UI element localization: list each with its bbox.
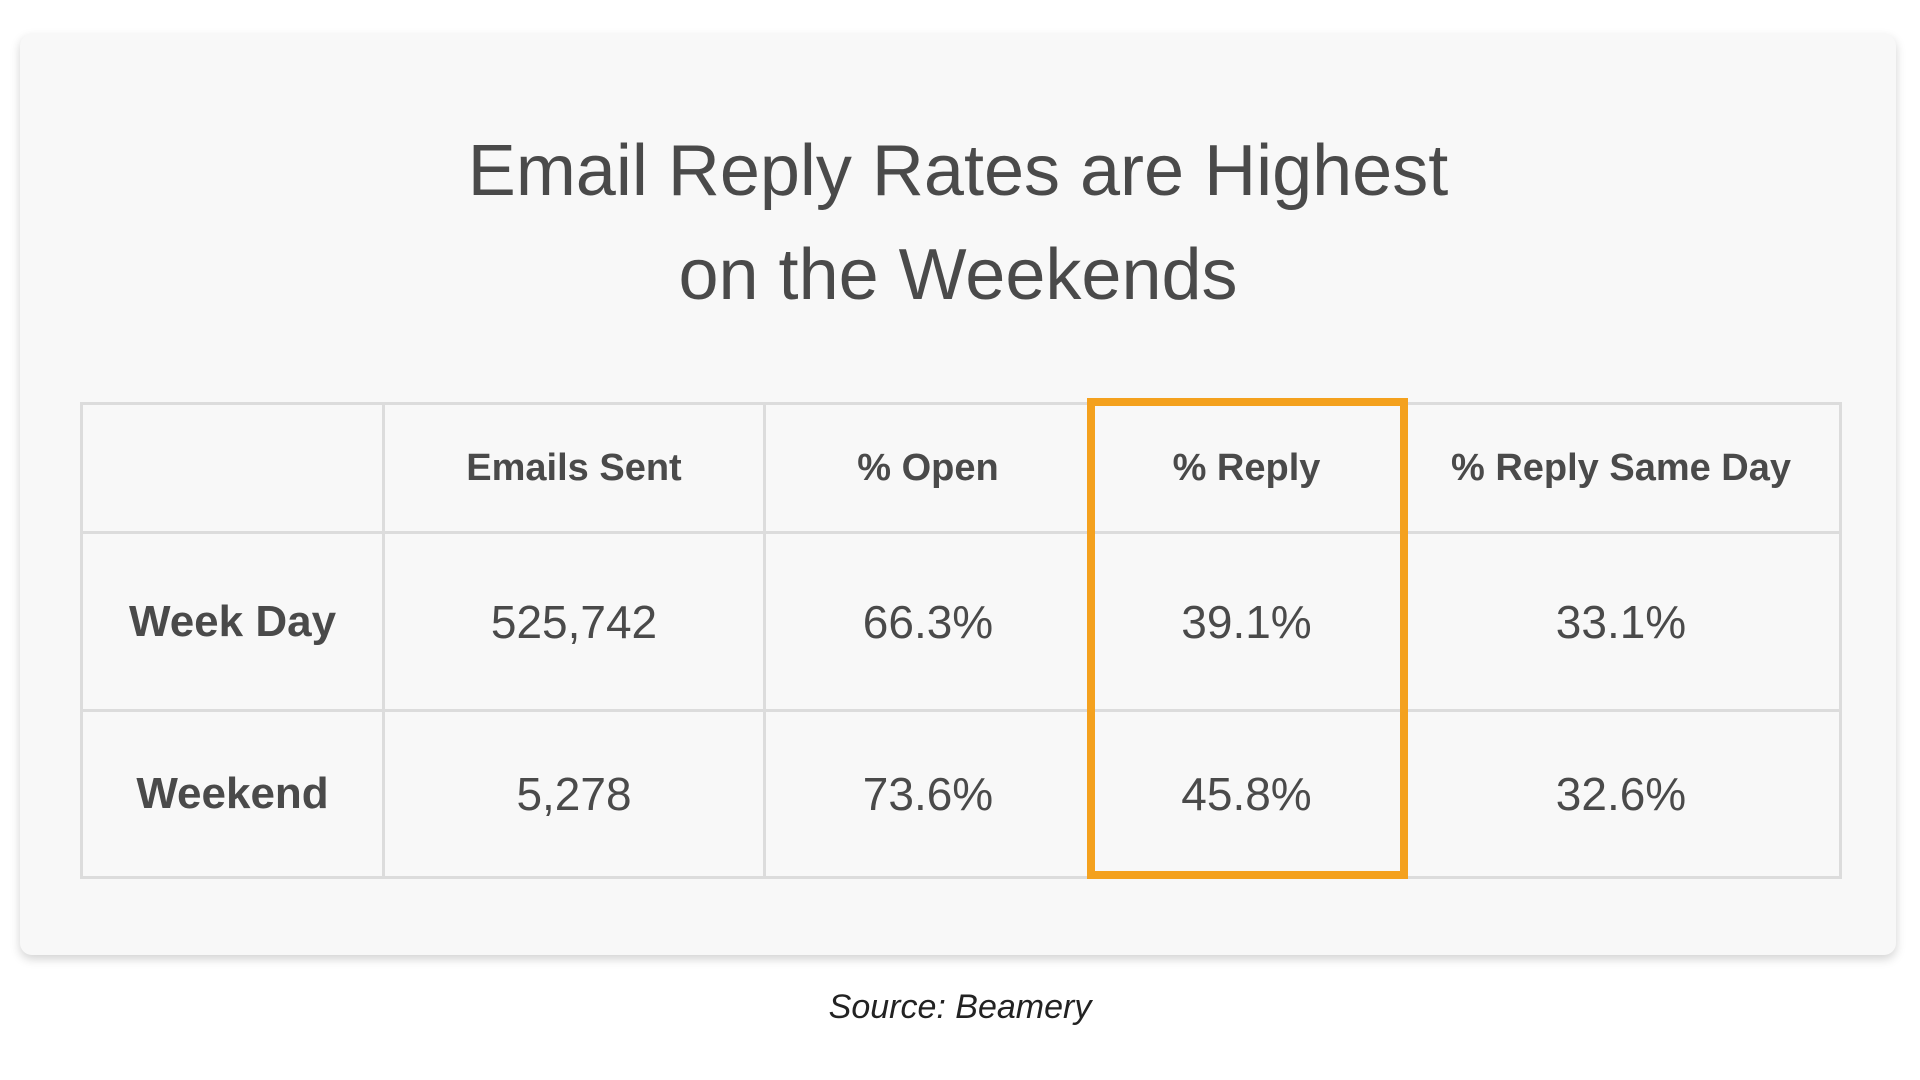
column-header: Emails Sent <box>382 402 766 534</box>
title: Email Reply Rates are Highest on the Wee… <box>20 119 1896 327</box>
cell: 525,742 <box>382 531 766 712</box>
cell: 66.3% <box>763 531 1093 712</box>
corner-cell <box>80 402 385 534</box>
source-note: Source: Beamery <box>828 988 1092 1026</box>
data-table: Emails Sent % Open % Reply % Reply Same … <box>80 402 1842 879</box>
cell: 33.1% <box>1400 531 1842 712</box>
column-header: % Open <box>763 402 1093 534</box>
table-row: Week Day 525,742 66.3% 39.1% 33.1% <box>80 531 1842 712</box>
header-row: Emails Sent % Open % Reply % Reply Same … <box>80 402 1842 534</box>
cell: 73.6% <box>763 709 1093 879</box>
cell: 39.1% <box>1090 531 1403 712</box>
cell: 45.8% <box>1090 709 1403 879</box>
row-label: Weekend <box>80 709 385 879</box>
column-header: % Reply Same Day <box>1400 402 1842 534</box>
card: Email Reply Rates are Highest on the Wee… <box>20 34 1896 955</box>
table-row: Weekend 5,278 73.6% 45.8% 32.6% <box>80 709 1842 879</box>
title-line: Email Reply Rates are Highest <box>467 131 1449 211</box>
cell: 32.6% <box>1400 709 1842 879</box>
title-line: on the Weekends <box>678 235 1238 315</box>
column-header: % Reply <box>1090 402 1403 534</box>
row-label: Week Day <box>80 531 385 712</box>
cell: 5,278 <box>382 709 766 879</box>
